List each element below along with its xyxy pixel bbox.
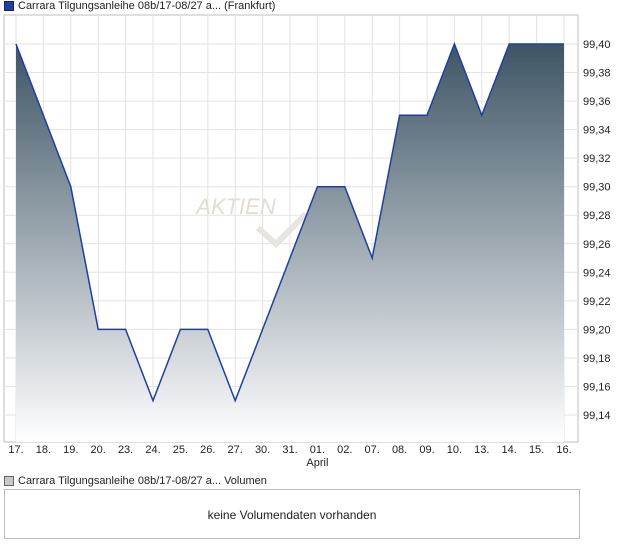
x-tick-label: 08. <box>392 444 407 456</box>
x-tick-label: 10. <box>447 444 462 456</box>
x-tick-label: 30. <box>255 444 270 456</box>
volume-legend-swatch <box>4 476 14 486</box>
price-legend: Carrara Tilgungsanleihe 08b/17-08/27 a..… <box>4 0 275 12</box>
price-legend-label: Carrara Tilgungsanleihe 08b/17-08/27 a..… <box>18 0 276 12</box>
y-tick-label: 99,22 <box>583 296 611 308</box>
y-tick-label: 99,32 <box>583 153 611 165</box>
y-tick-label: 99,24 <box>583 267 611 279</box>
price-line <box>15 41 564 403</box>
x-tick-label: 24. <box>145 444 160 456</box>
x-tick-label: 01. <box>310 444 325 456</box>
x-tick-label: 13. <box>474 444 489 456</box>
x-tick-label: 31. <box>282 444 297 456</box>
y-tick-label: 99,18 <box>583 353 611 365</box>
x-tick-label: 25. <box>173 444 188 456</box>
x-tick-label: 18. <box>36 444 51 456</box>
y-tick-label: 99,36 <box>583 96 611 108</box>
price-legend-swatch <box>4 1 14 11</box>
x-tick-label: 02. <box>337 444 352 456</box>
x-tick-label: 14. <box>502 444 517 456</box>
price-area <box>16 44 564 442</box>
volume-legend-label: Carrara Tilgungsanleihe 08b/17-08/27 a..… <box>18 475 267 487</box>
y-tick-label: 99,38 <box>583 68 611 80</box>
volume-legend: Carrara Tilgungsanleihe 08b/17-08/27 a..… <box>4 475 267 487</box>
x-month-label: April <box>306 457 328 469</box>
x-tick-label: 27. <box>228 444 243 456</box>
y-tick-label: 99,16 <box>583 381 611 393</box>
y-tick-label: 99,40 <box>583 39 611 51</box>
x-tick-label: 09. <box>419 444 434 456</box>
y-tick-label: 99,26 <box>583 239 611 251</box>
x-tick-label: 17. <box>8 444 23 456</box>
x-tick-label: 15. <box>529 444 544 456</box>
y-tick-label: 99,34 <box>583 125 611 137</box>
x-tick-label: 19. <box>63 444 78 456</box>
x-tick-label: 23. <box>118 444 133 456</box>
x-tick-label: 20. <box>91 444 106 456</box>
y-tick-label: 99,28 <box>583 210 611 222</box>
watermark-check-icon <box>256 211 309 249</box>
y-tick-label: 99,20 <box>583 324 611 336</box>
y-tick-label: 99,30 <box>583 182 611 194</box>
x-tick-label: 26. <box>200 444 215 456</box>
x-tick-label: 07. <box>365 444 380 456</box>
price-chart: AKTIEN 99,14 99,16 99,18 99,20 99,22 99,24 99,… <box>3 14 611 469</box>
x-tick-label: 16. <box>556 444 571 456</box>
volume-panel: keine Volumendaten vorhanden <box>4 489 580 539</box>
volume-empty-message: keine Volumendaten vorhanden <box>207 508 377 522</box>
y-tick-label: 99,14 <box>583 410 611 422</box>
watermark-text: AKTIEN <box>194 194 276 219</box>
